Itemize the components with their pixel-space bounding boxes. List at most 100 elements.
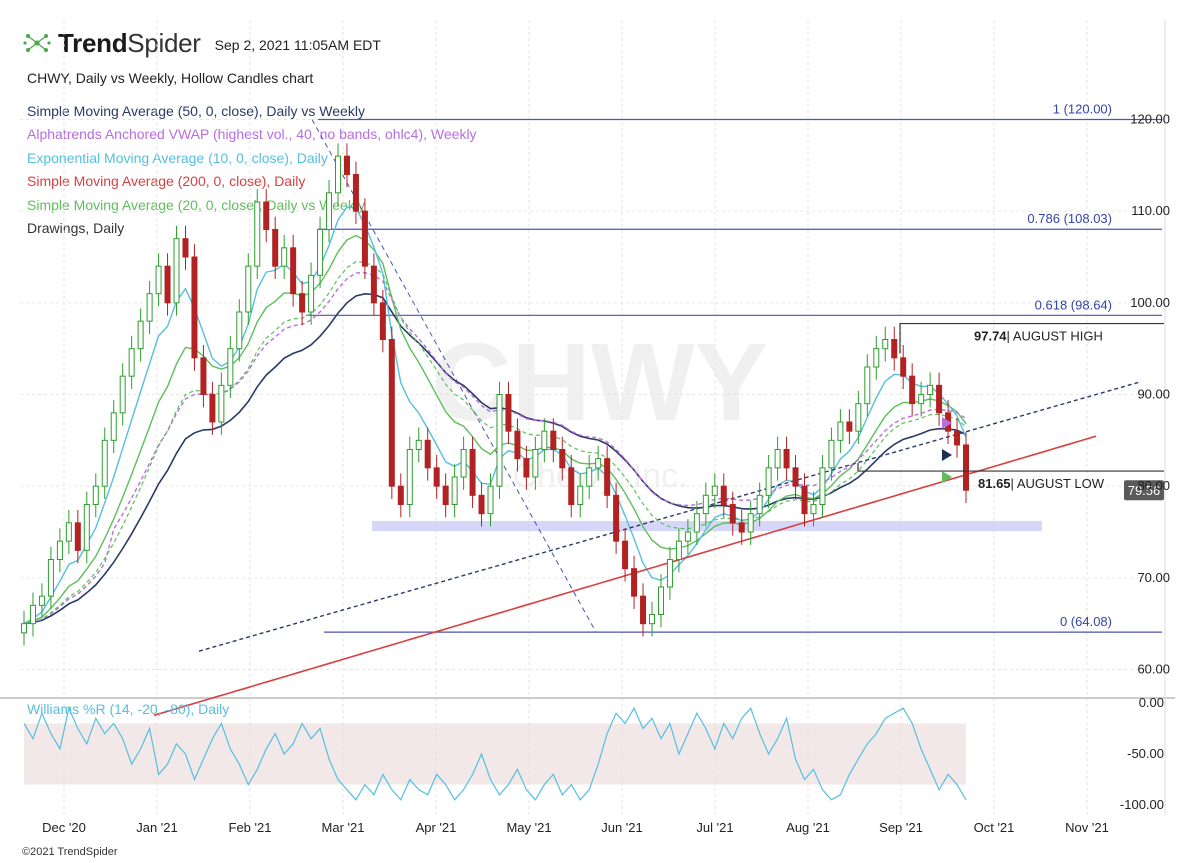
x-tick-label: Jun '21 [601,820,643,835]
candle-body [326,192,333,230]
sma20-line [23,234,967,625]
candle-body [640,595,647,625]
candle-body [47,559,54,597]
williams-band [24,723,966,785]
candle-body [74,522,81,551]
candle-body [379,302,386,341]
candle-body [442,485,449,505]
candle-body [568,467,575,506]
x-tick-label: Nov '21 [1065,820,1109,835]
candle-body [837,421,844,441]
candle-body [631,568,638,597]
candle-body [388,339,395,487]
legend-sma20[interactable]: Simple Moving Average (20, 0, close), Da… [27,196,365,213]
copyright: ©2021 TrendSpider [22,846,118,858]
candle-body [469,449,476,496]
candle-body [828,439,835,469]
candle-body [675,540,682,561]
candle-body [56,540,63,561]
x-tick-label: Apr '21 [416,820,457,835]
wr-tick-label: 0.00 [1139,695,1164,710]
candle-body [245,265,252,313]
sma20-marker [942,471,952,483]
indicator-legend: Simple Moving Average (50, 0, close), Da… [27,100,477,240]
price-tick-label: 70.00 [1137,570,1170,585]
price-tick-label: 120.00 [1130,112,1170,127]
candle-body [801,485,808,515]
candle-body [541,430,548,450]
x-tick-label: Feb '21 [229,820,272,835]
candle-body [317,229,324,276]
candle-body [191,256,198,359]
price-tick-label: 110.00 [1131,203,1170,218]
ema10-line [23,206,967,625]
price-tick-label: 80.00 [1137,478,1170,493]
candle-body [649,614,655,625]
price-tick-label: 90.00 [1137,387,1170,402]
x-tick-label: Jan '21 [136,820,178,835]
candle-body [882,339,889,350]
legend-sma200[interactable]: Simple Moving Average (200, 0, close), D… [27,173,306,190]
fib-level-label: 0.786 (108.03) [1027,211,1112,226]
fib-level-label: 0.618 (98.64) [1035,297,1112,312]
wr-tick-label: -100.00 [1120,797,1164,812]
candle-body [783,449,790,469]
candle-body [227,348,234,386]
trendspider-logo-icon [23,34,51,52]
candle-body [406,449,413,505]
candle-body [900,357,907,377]
fib-swing-line [311,119,597,633]
candle-body [299,293,306,313]
candle-body [496,394,503,487]
candle-body [92,485,99,505]
williams-r-line [23,706,967,801]
last-price-tag [1124,480,1164,501]
candle-body [747,513,754,533]
candle-body [352,174,359,212]
legend-drawings[interactable]: Drawings, Daily [27,220,125,237]
candle-body [272,229,279,267]
annotation-label: 97.74| AUGUST HIGH [974,329,1103,344]
candle-body [738,522,745,533]
candle-body [532,449,539,478]
candle-body [164,265,171,304]
candle-body [209,394,216,423]
candle-body [137,320,144,350]
annotation-line [899,322,1164,354]
x-tick-label: Mar '21 [322,820,365,835]
candle-body [622,540,629,570]
candle-body [343,155,350,176]
candle-body [146,293,153,322]
sma50-marker [942,449,952,461]
candle-body [864,366,871,405]
price-tick-label: 100.00 [1130,295,1170,310]
candle-body [657,586,664,615]
candle-body [65,522,72,542]
candle-body [478,494,485,515]
candle-body [29,604,36,625]
candle-body [451,476,458,505]
sma50-weekly-line [198,381,1142,652]
legend-sma50[interactable]: Simple Moving Average (50, 0, close), Da… [27,103,365,119]
legend-ema10[interactable]: Exponential Moving Average (10, 0, close… [27,149,328,166]
anchored-vwap-line [23,271,967,625]
candle-body [254,201,261,267]
candle-body [433,467,440,487]
candle-body [693,513,700,533]
price-tick-label: 60.00 [1137,662,1170,677]
watermark-ticker: CHWY [432,321,768,444]
candle-body [83,504,90,551]
x-tick-label: Jul '21 [696,820,733,835]
wr-tick-label: -50.00 [1127,746,1164,761]
candle-body [711,485,718,496]
candle-body [236,311,243,350]
candle-body [873,348,880,368]
candle-body [891,339,898,359]
legend-anchored-vwap[interactable]: Alphatrends Anchored VWAP (highest vol.,… [27,126,477,143]
chart-title: CHWY, Daily vs Weekly, Hollow Candles ch… [27,70,314,86]
candle-body [810,504,817,515]
candle-body [514,430,521,460]
candle-body [792,467,799,487]
candle-body [666,559,673,588]
